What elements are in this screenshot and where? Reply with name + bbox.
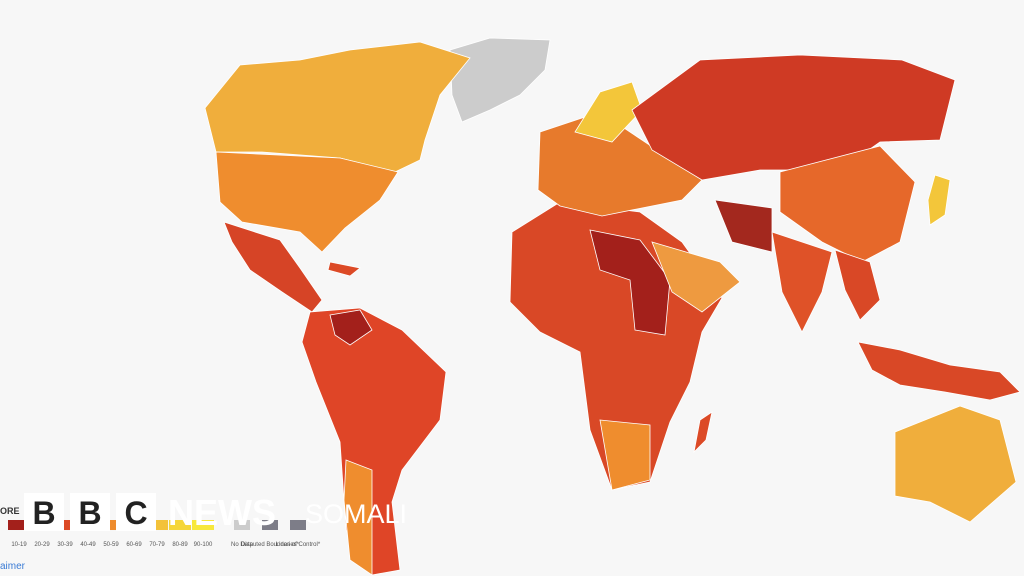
bbc-block	[116, 493, 156, 531]
legend-swatch	[8, 520, 30, 530]
legend-label: 30-39	[57, 542, 73, 548]
southern-cone	[343, 459, 373, 576]
iran-afghanistan	[714, 199, 773, 253]
japan	[927, 174, 951, 226]
arabia	[651, 241, 741, 313]
legend-label: Lines of Control*	[276, 542, 321, 548]
land-masses	[204, 37, 1021, 576]
caribbean	[327, 261, 361, 277]
madagascar	[693, 411, 713, 454]
legend-title: ORE	[0, 506, 20, 516]
indonesia	[857, 341, 1021, 401]
brand-service: SOMALI	[305, 499, 407, 529]
legend-swatch	[169, 520, 191, 530]
legend-label: 20-29	[34, 542, 50, 548]
bbc-letter: B	[32, 495, 55, 531]
china	[779, 145, 916, 263]
usa	[215, 151, 399, 253]
disclaimer-link[interactable]: aimer	[0, 561, 26, 572]
russia	[631, 54, 956, 181]
legend-swatch	[262, 520, 278, 530]
legend-label: 90-100	[194, 542, 213, 548]
legend-swatch	[290, 520, 306, 530]
south-america	[301, 307, 447, 576]
legend-label: 40-49	[80, 542, 96, 548]
libya-sudan	[589, 229, 671, 336]
brand-name: NEWS	[168, 492, 276, 533]
legend-label: 60-69	[126, 542, 142, 548]
legend-swatch	[100, 520, 122, 530]
legend-label: 70-79	[149, 542, 165, 548]
bbc-block	[24, 493, 64, 531]
southeast-asia	[834, 249, 881, 321]
scandinavia	[574, 81, 643, 143]
bbc-block	[70, 493, 110, 531]
legend-label: 10-19	[11, 542, 27, 548]
legend-swatch	[192, 520, 214, 530]
canada-alaska	[204, 41, 471, 173]
australia	[894, 405, 1017, 523]
legend-label: 50-59	[103, 542, 119, 548]
legend-swatch	[234, 520, 250, 530]
bbc-letter: C	[124, 495, 147, 531]
india	[771, 231, 833, 333]
legend-label: 80-89	[172, 542, 188, 548]
bbc-letter: B	[78, 495, 101, 531]
greenland	[449, 37, 551, 123]
legend-label: No Data	[231, 542, 254, 548]
legend-label: Disputed Boundaries*	[241, 542, 300, 548]
legend-swatch	[54, 520, 76, 530]
legend-swatch	[146, 520, 168, 530]
venezuela	[329, 309, 373, 346]
southern-africa	[599, 419, 651, 491]
